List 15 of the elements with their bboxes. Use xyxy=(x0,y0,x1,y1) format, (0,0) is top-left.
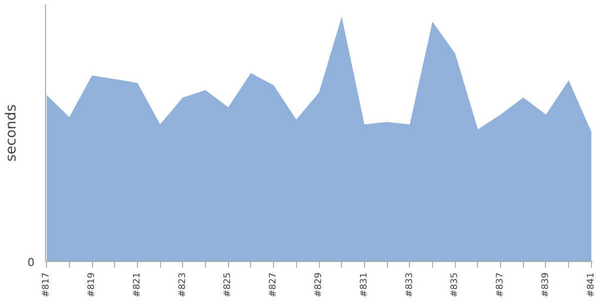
x-tick-label: #829 xyxy=(314,272,324,298)
x-tick-label: #827 xyxy=(268,272,279,298)
x-tick-label: #819 xyxy=(87,272,98,298)
x-tick-label: #837 xyxy=(496,272,506,298)
x-tick-label: #817 xyxy=(42,272,52,298)
x-tick-label: #835 xyxy=(450,272,460,298)
x-tick-label: #833 xyxy=(404,272,415,298)
text: 0 xyxy=(28,256,34,269)
y-axis-title: seconds xyxy=(4,104,20,162)
x-tick-label: #821 xyxy=(132,272,142,298)
x-tick-label: #841 xyxy=(586,272,596,298)
x-tick-label: #831 xyxy=(359,272,370,298)
x-tick-label: #825 xyxy=(223,272,234,298)
x-tick-label: #823 xyxy=(178,272,188,298)
x-tick-label: #839 xyxy=(540,272,551,298)
